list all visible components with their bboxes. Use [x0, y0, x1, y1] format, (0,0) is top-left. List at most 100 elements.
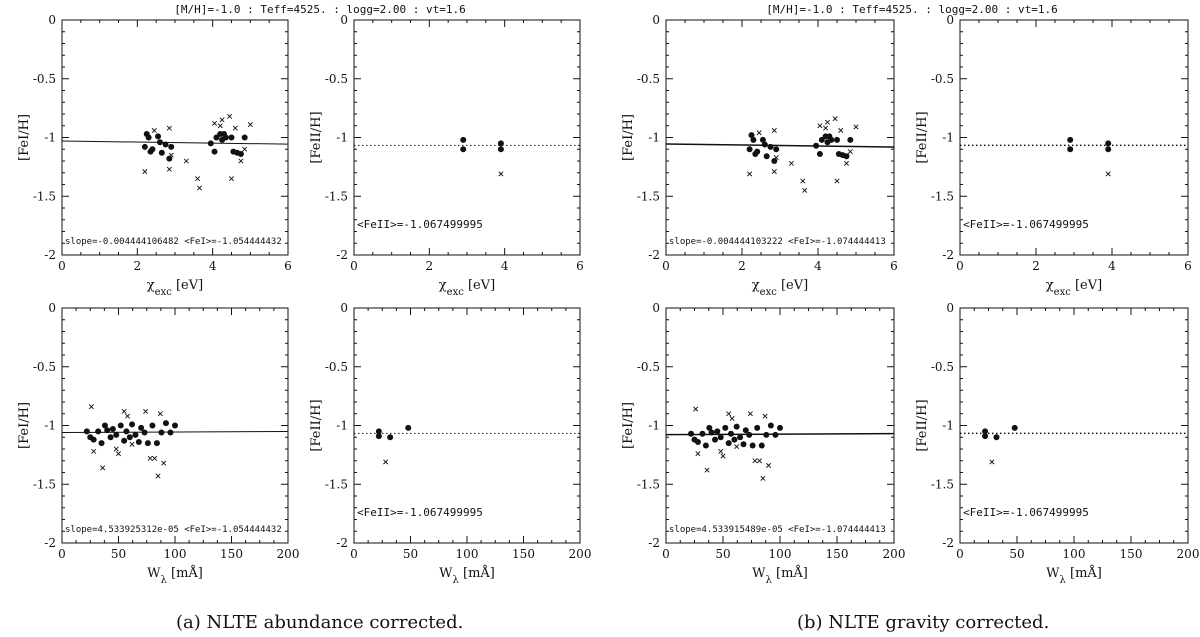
data-point-cross	[195, 176, 201, 182]
data-point-cross	[121, 408, 127, 414]
cross-stroke	[219, 117, 225, 123]
x-tick-label: 0	[956, 259, 964, 273]
y-axis-label: [FeI/H]	[621, 114, 636, 161]
cross-stroke	[143, 408, 149, 414]
data-point-cross	[383, 459, 389, 465]
data-point-dot	[228, 134, 235, 141]
x-tick-label: 4	[1108, 259, 1116, 273]
data-point-dot	[375, 428, 382, 435]
data-point-cross	[720, 453, 726, 459]
data-point-dot	[98, 440, 105, 447]
stats-annotation: slope=4.533915489e-05 <FeI>=-1.074444413	[669, 525, 886, 535]
x-tick-label: 0	[956, 547, 964, 561]
data-point-dot	[104, 427, 111, 434]
x-tick-label: 150	[512, 547, 535, 561]
x-tick-label: 6	[284, 259, 292, 273]
cross-stroke	[113, 446, 119, 452]
data-point-dot	[166, 155, 173, 162]
data-point-cross	[242, 146, 248, 152]
y-tick-label: -1.5	[33, 477, 56, 491]
cross-stroke	[228, 176, 235, 182]
data-point-dot	[241, 134, 248, 141]
data-point-dot	[168, 143, 175, 150]
data-point-cross	[760, 475, 766, 481]
y-tick-label: -2	[942, 536, 954, 550]
subplot-7: 0 50 100 150 200 0 -0.5 -1 -1.5 -2 Wλ [mÅ] [FeI/H] s…	[621, 301, 905, 586]
subplot-5: 0 2 4 6 0 -0.5 -1 -1.5 -2 χexc [eV] [FeI/H] slope=-…	[621, 13, 898, 298]
y-axis-label: [FeII/H]	[309, 399, 324, 451]
data-point-dot	[694, 438, 701, 445]
data-point-dot	[717, 434, 724, 441]
x-tick-label: 150	[1120, 547, 1143, 561]
x-tick-label: 2	[738, 259, 746, 273]
cross-stroke	[853, 124, 859, 130]
y-tick-label: -1.5	[931, 477, 954, 491]
data-point-dot	[95, 428, 102, 435]
y-tick-label: 0	[652, 301, 660, 315]
y-axis-label: [FeII/H]	[915, 399, 930, 451]
data-point-cross	[1105, 171, 1111, 177]
x-tick-label: 0	[662, 547, 670, 561]
cross-stroke	[115, 451, 122, 457]
data-point-dot	[149, 422, 156, 429]
data-point-cross	[88, 404, 94, 410]
data-point-dot	[153, 440, 160, 447]
data-point-dot	[497, 146, 504, 153]
caption-a: (a) NLTE abundance corrected.	[176, 612, 464, 633]
data-point-dot	[759, 136, 766, 143]
data-point-cross	[91, 448, 97, 454]
data-point-cross	[498, 171, 504, 177]
cross-stroke	[142, 169, 148, 175]
data-point-cross	[843, 160, 850, 166]
cross-stroke	[166, 125, 172, 131]
x-tick-label: 6	[576, 259, 584, 273]
data-point-dot	[1067, 146, 1074, 153]
y-tick-label: -1	[942, 419, 954, 433]
cross-stroke	[168, 152, 174, 158]
data-point-cross	[219, 117, 225, 123]
data-point-cross	[142, 169, 148, 175]
data-point-dot	[497, 140, 504, 147]
data-point-dot	[126, 434, 133, 441]
data-point-dot	[763, 431, 770, 438]
data-point-cross	[129, 441, 135, 447]
x-axis-label: Wλ [mÅ]	[147, 565, 203, 586]
data-point-dot	[158, 429, 165, 436]
cross-stroke	[152, 455, 158, 461]
cross-stroke	[704, 467, 710, 473]
cross-stroke	[498, 171, 504, 177]
y-axis-label: [FeI/H]	[17, 402, 32, 449]
data-point-dot	[982, 433, 989, 440]
cross-stroke	[161, 460, 167, 466]
y-tick-label: -1	[942, 131, 954, 145]
data-point-dot	[750, 136, 757, 143]
data-point-dot	[772, 431, 779, 438]
cross-stroke	[847, 149, 853, 155]
data-point-cross	[100, 465, 106, 471]
y-axis-label: [FeI/H]	[621, 402, 636, 449]
data-point-cross	[151, 127, 157, 133]
x-tick-label: 4	[501, 259, 509, 273]
cross-stroke	[166, 166, 172, 172]
x-axis-label: χexc [eV]	[147, 278, 203, 298]
y-tick-label: -2	[648, 248, 660, 262]
cross-stroke	[238, 158, 244, 164]
cross-stroke	[843, 160, 850, 166]
data-point-cross	[834, 178, 840, 184]
x-axis-label: χexc [eV]	[439, 278, 495, 298]
data-point-dot	[708, 429, 715, 436]
data-point-dot	[767, 422, 774, 429]
data-point-dot	[405, 424, 412, 431]
y-tick-label: -1.5	[325, 189, 348, 203]
data-point-dot	[158, 149, 165, 156]
x-axis-label: Wλ [mÅ]	[752, 565, 808, 586]
data-point-cross	[183, 158, 189, 164]
x-axis-label: Wλ [mÅ]	[439, 565, 495, 586]
data-point-dot	[141, 143, 148, 150]
data-point-dot	[113, 431, 120, 438]
y-tick-label: -1.5	[33, 189, 56, 203]
cross-stroke	[760, 475, 766, 481]
data-point-dot	[777, 424, 783, 431]
data-point-dot	[699, 430, 706, 437]
data-point-cross	[773, 154, 779, 160]
